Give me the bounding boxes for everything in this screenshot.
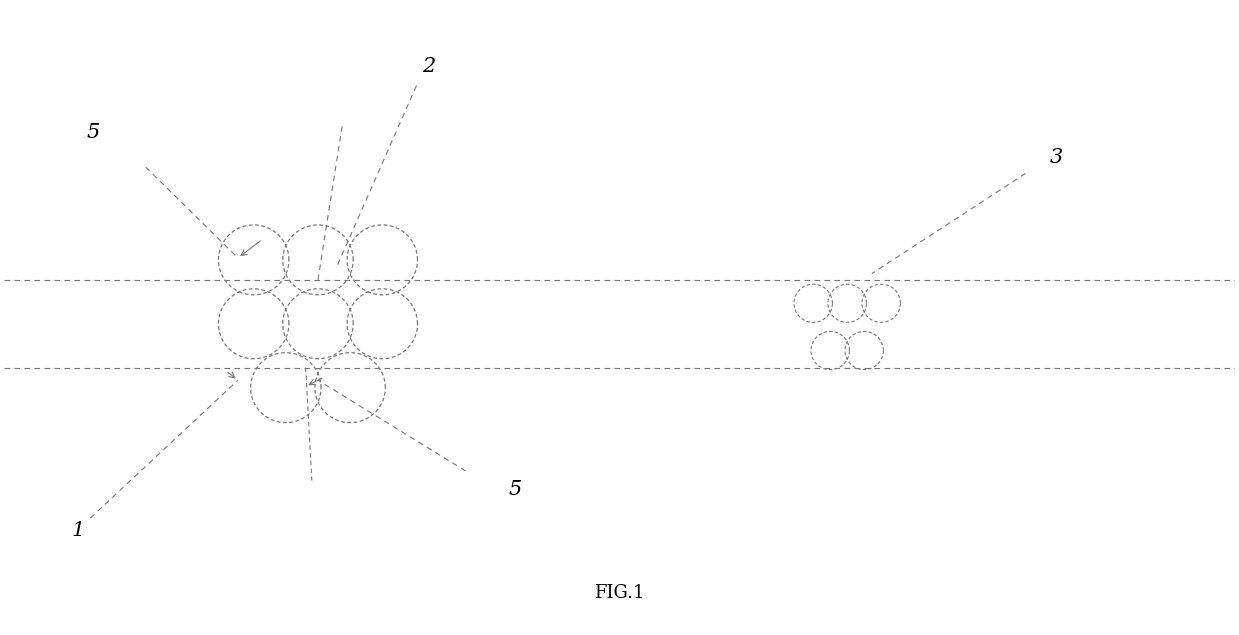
Text: FIG.1: FIG.1 xyxy=(595,584,644,602)
Text: 2: 2 xyxy=(422,57,435,76)
Text: 5: 5 xyxy=(508,480,522,499)
Text: 3: 3 xyxy=(1049,148,1063,167)
Text: 5: 5 xyxy=(87,123,99,142)
Text: 1: 1 xyxy=(72,521,84,540)
